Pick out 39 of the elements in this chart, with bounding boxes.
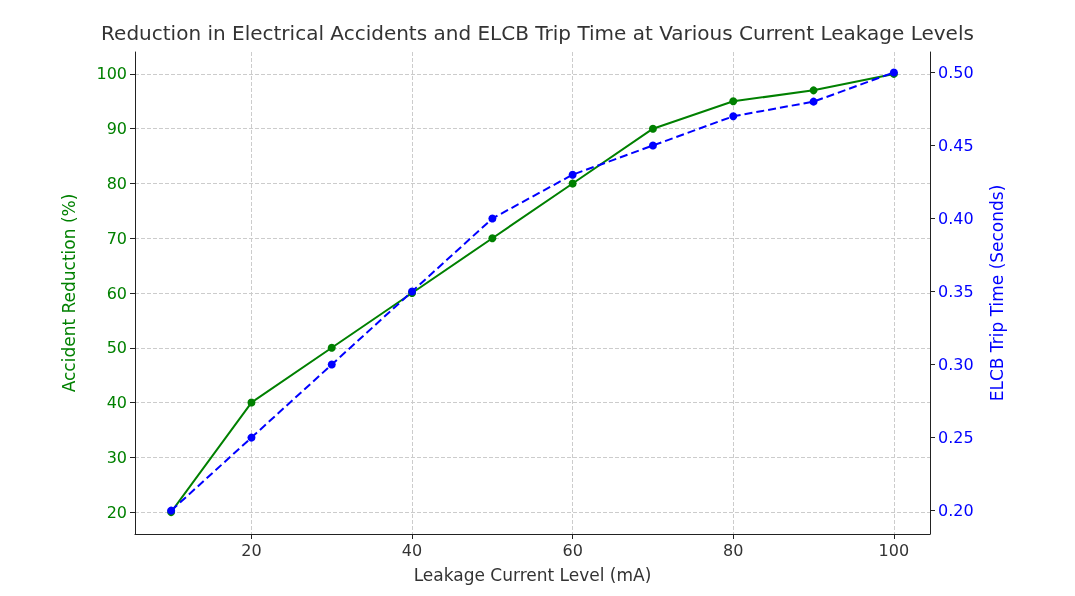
x-axis-title: Leakage Current Level (mA) <box>413 564 652 585</box>
x-tick-label: 20 <box>241 540 262 560</box>
y2-axis-title: ELCB Trip Time (Seconds) <box>986 184 1007 402</box>
point <box>247 398 256 407</box>
point <box>809 86 818 95</box>
point <box>809 97 818 106</box>
chart-title: Reduction in Electrical Accidents and ELCB Trip Time at Various Current Leakage Levels <box>101 21 974 45</box>
point <box>327 360 336 369</box>
y-tick-label: 100 <box>96 64 127 84</box>
point <box>568 179 577 188</box>
point <box>247 433 256 442</box>
y-tick-label: 90 <box>106 119 127 139</box>
x-tick-label: 80 <box>723 540 744 560</box>
y-tick-label: 50 <box>106 338 127 358</box>
y-tick-label: 80 <box>106 173 127 193</box>
point <box>729 97 738 106</box>
point <box>729 112 738 121</box>
point <box>648 141 657 150</box>
y-tick-label: 30 <box>106 447 127 467</box>
y2-tick-label: 0.20 <box>938 501 974 521</box>
y-tick-label: 60 <box>106 283 127 303</box>
y2-tick-label: 0.50 <box>938 62 974 82</box>
point <box>327 343 336 352</box>
y-axis-title: Accident Reduction (%) <box>58 193 79 393</box>
point <box>488 234 497 243</box>
x-tick-label: 100 <box>878 540 910 560</box>
x-tick-label: 40 <box>401 540 423 560</box>
y2-tick-label: 0.25 <box>938 428 974 448</box>
point <box>648 124 657 133</box>
y2-tick-label: 0.35 <box>938 282 974 302</box>
point <box>488 214 497 223</box>
y2-tick-label: 0.40 <box>938 209 974 229</box>
y2-tick-label: 0.30 <box>938 355 974 375</box>
y2-tick-label: 0.45 <box>938 135 974 155</box>
y-tick-label: 70 <box>106 228 127 248</box>
point <box>568 170 577 179</box>
y-tick-label: 40 <box>106 393 127 413</box>
y-tick-label: 20 <box>106 502 127 522</box>
x-tick-label: 60 <box>562 540 583 560</box>
